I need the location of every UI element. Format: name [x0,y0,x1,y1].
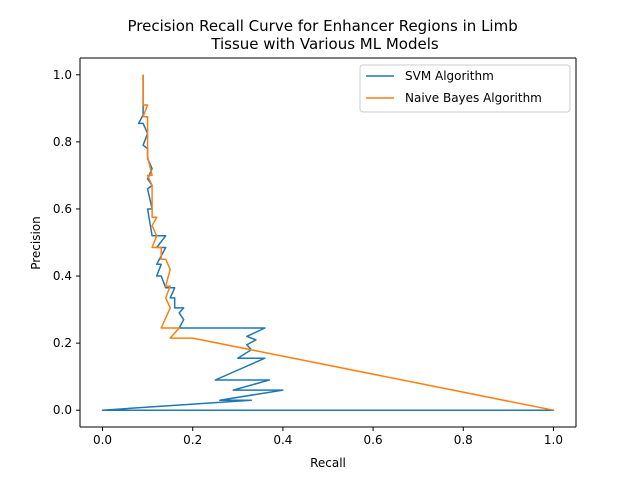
legend-box [359,64,571,113]
chart-title-line-2: Tissue with Various ML Models [210,35,439,53]
axes-frame [79,57,577,428]
series-line-svm [101,74,555,411]
y-tick-label: 0.8 [53,135,72,149]
x-tick-label: 0.2 [183,433,202,447]
legend-label-naive-bayes: Naive Bayes Algorithm [405,91,542,105]
series-line-naive-bayes [142,74,554,411]
x-tick-label: 0.6 [364,433,383,447]
y-tick-label: 0.4 [53,269,72,283]
y-tick-label: 0.2 [53,336,72,350]
y-axis-ticks: 0.0 0.2 0.4 0.6 0.8 1.0 [53,68,80,417]
legend-entries: SVM Algorithm Naive Bayes Algorithm [366,69,542,105]
y-tick-label: 1.0 [53,68,72,82]
y-tick-label: 0.0 [53,403,72,417]
chart-title: Precision Recall Curve for Enhancer Regi… [127,17,522,53]
chart-title-line-1: Precision Recall Curve for Enhancer Regi… [127,17,517,35]
y-tick-label: 0.6 [53,202,72,216]
x-axis-label: Recall [310,456,346,470]
x-tick-label: 0.0 [93,433,112,447]
legend: SVM Algorithm Naive Bayes Algorithm [359,64,571,113]
series-layer [101,74,555,411]
x-tick-label: 1.0 [544,433,563,447]
x-axis-ticks: 0.0 0.2 0.4 0.6 0.8 1.0 [93,427,563,447]
x-tick-label: 0.4 [273,433,292,447]
y-axis-label: Precision [29,216,43,270]
legend-label-svm: SVM Algorithm [405,69,494,83]
x-tick-label: 0.8 [454,433,473,447]
